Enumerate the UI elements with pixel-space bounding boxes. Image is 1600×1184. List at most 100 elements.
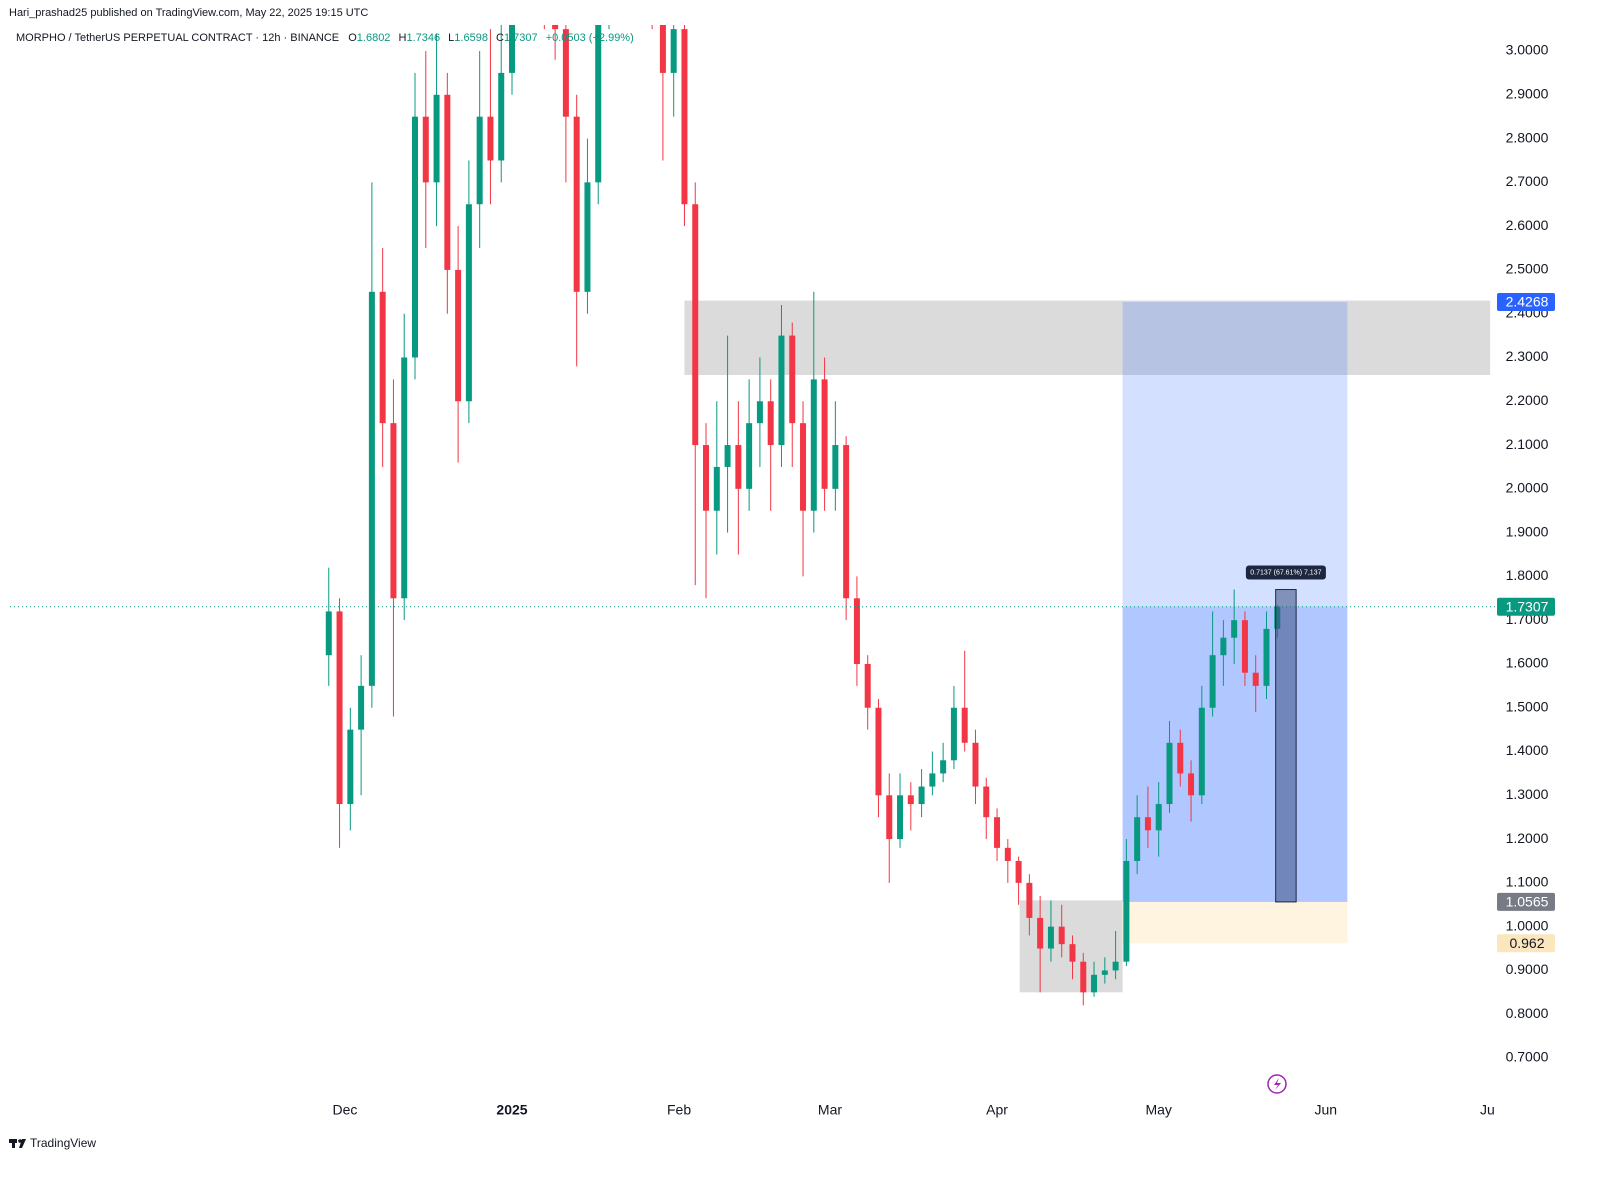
logo: TradingView [9, 1136, 96, 1150]
candle-body [336, 611, 343, 805]
candle-body [1252, 672, 1259, 686]
y-tick-label: 2.0000 [1506, 480, 1549, 496]
candle-body [950, 707, 957, 761]
y-tick-label: 2.2000 [1506, 392, 1549, 408]
candle-body [659, 25, 666, 73]
x-tick-label: Jun [1314, 1102, 1337, 1118]
y-tick-label: 1.0000 [1506, 917, 1549, 933]
publisher: Hari_prashad25 published on TradingView.… [9, 7, 368, 19]
candle-body [509, 25, 516, 73]
candle-body [681, 29, 688, 205]
stop-price-tag-bg [1497, 934, 1555, 953]
measure-bar [1275, 589, 1297, 903]
candle-body [444, 94, 451, 270]
candle-body [1134, 817, 1141, 861]
candle-body [864, 663, 871, 708]
candle-body [1004, 847, 1011, 861]
last-price-tag-bg [1497, 597, 1555, 616]
x-tick-label: Ju [1480, 1102, 1495, 1118]
y-tick-label: 2.5000 [1506, 261, 1549, 277]
y-tick-label: 1.5000 [1506, 698, 1549, 714]
symbol: MORPHO / TetherUS PERPETUAL CONTRACT · 1… [16, 32, 339, 44]
candle-body [994, 817, 1001, 848]
y-tick-label: 2.8000 [1506, 129, 1549, 145]
candle-body [692, 204, 699, 446]
candle-body [347, 729, 354, 805]
candle-body [832, 445, 839, 489]
x-tick-label: Mar [818, 1102, 842, 1118]
candle-body [358, 685, 365, 730]
candle-body [401, 357, 408, 599]
candle-body [907, 795, 914, 805]
y-tick-label: 0.8000 [1506, 1005, 1549, 1021]
candle-body [487, 116, 494, 161]
candle-body [1069, 944, 1076, 962]
x-tick-label: Dec [332, 1102, 357, 1118]
candle-body [756, 401, 763, 424]
x-tick-label: 2025 [496, 1102, 527, 1118]
candle-body [1155, 804, 1162, 831]
candle-body [1241, 620, 1248, 673]
stop-zone [1122, 901, 1348, 944]
candle-body [1166, 742, 1173, 805]
candle-body [1123, 860, 1130, 962]
target-zone [1122, 301, 1348, 902]
candle-body [584, 182, 591, 292]
candle-body [1112, 961, 1119, 971]
y-tick-label: 2.7000 [1506, 173, 1549, 189]
candle-body [1220, 637, 1227, 656]
candle-body [465, 204, 472, 402]
candle-body [1263, 628, 1270, 686]
y-tick-label: 0.9000 [1506, 961, 1549, 977]
candle-body [821, 379, 828, 489]
x-tick-label: Feb [667, 1102, 691, 1118]
ohlc-key: O [348, 32, 357, 44]
x-tick-label: May [1145, 1102, 1171, 1118]
candle-body [1026, 882, 1033, 918]
candle-body [713, 466, 720, 511]
y-tick-label: 1.3000 [1506, 786, 1549, 802]
candle-body [746, 423, 753, 489]
ohlc-value: 1.7346 [406, 32, 440, 44]
candle-body [670, 29, 677, 73]
measure-label-box [1245, 565, 1326, 580]
candle-body [1231, 620, 1238, 638]
candle-body [422, 116, 429, 183]
y-tick-label: 1.2000 [1506, 830, 1549, 846]
last-price-tag: 1.7307 [1506, 598, 1549, 614]
logo-mark [12, 1139, 15, 1148]
candle-body [562, 29, 569, 117]
target-price-tag-bg [1497, 292, 1555, 311]
change: +0.0503 (+2.99%) [546, 32, 634, 44]
candle-body [778, 335, 785, 446]
candle-body [918, 786, 925, 805]
candle-body [1101, 970, 1108, 975]
candle-body [1047, 926, 1054, 949]
y-tick-label: 1.8000 [1506, 567, 1549, 583]
candle-body [1015, 860, 1022, 883]
measure-label: 0.7137 (67.61%) 7,137 [1250, 569, 1321, 576]
candle-body [390, 423, 397, 599]
y-tick-label: 1.4000 [1506, 742, 1549, 758]
candle-body [897, 795, 904, 840]
candle-body [853, 598, 860, 664]
candle-body [767, 401, 774, 446]
candle-body [498, 72, 505, 161]
candle-body [368, 291, 375, 686]
candle-body [972, 742, 979, 787]
ohlc-key: C [496, 32, 504, 44]
candle-body [1198, 707, 1205, 796]
target-price-tag: 2.4268 [1506, 294, 1549, 310]
y-tick-label: 2.1000 [1506, 436, 1549, 452]
axes: 0.7000 0.8000 0.9000 1.0000 1.1000 1.2000 1.30… [332, 42, 1555, 1118]
candle-body [940, 760, 947, 774]
candle-body [983, 786, 990, 818]
candle-body [573, 116, 580, 292]
candle-body [1058, 926, 1065, 945]
ohlc-value: 1.6802 [357, 32, 391, 44]
logo-mark [19, 1139, 26, 1148]
candle-body [800, 423, 807, 511]
y-tick-label: 3.0000 [1506, 42, 1549, 58]
candle-body [810, 379, 817, 511]
candle-body [961, 707, 968, 743]
